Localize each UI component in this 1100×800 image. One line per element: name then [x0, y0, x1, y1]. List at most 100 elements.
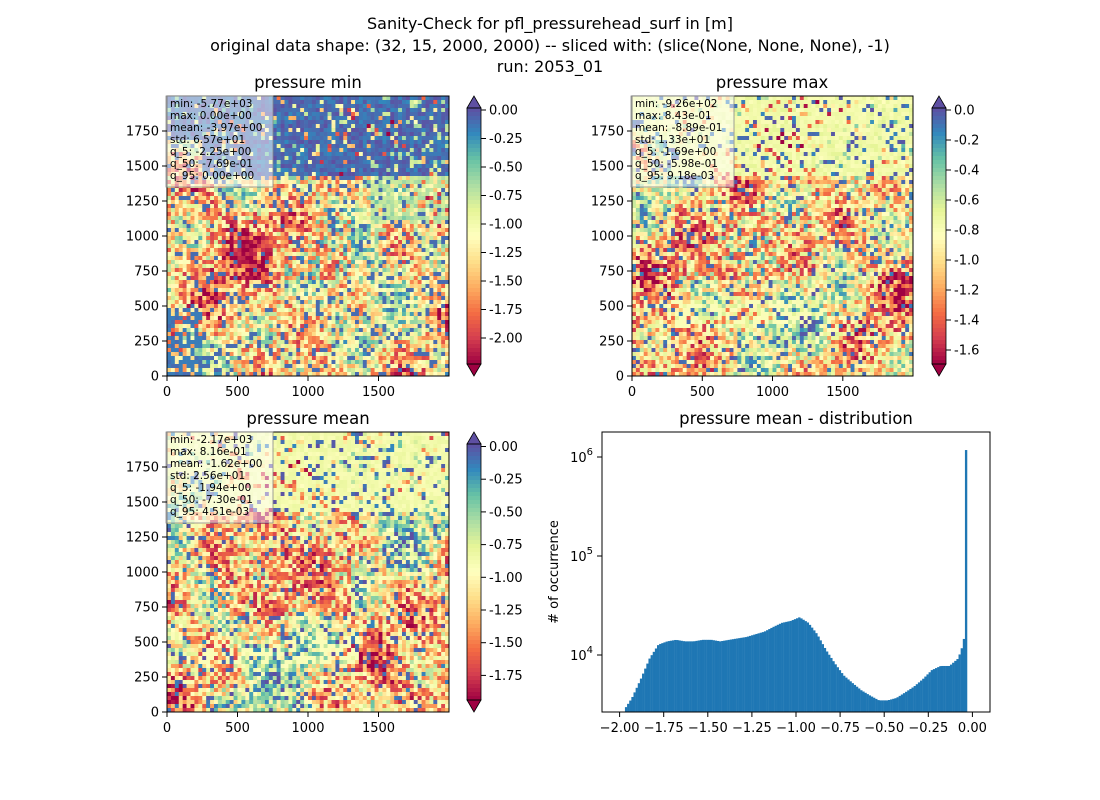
- heatmap-cell: [441, 228, 446, 233]
- heatmap-cell: [433, 200, 438, 205]
- heatmap-cell: [214, 248, 219, 253]
- heatmap-cell: [308, 124, 313, 129]
- heatmap-cell: [394, 144, 399, 149]
- heatmap-cell: [245, 252, 250, 257]
- heatmap-cell: [327, 328, 332, 333]
- heatmap-cell: [441, 124, 446, 129]
- heatmap-cell: [402, 228, 407, 233]
- heatmap-cell: [386, 332, 391, 337]
- heatmap-cell: [323, 116, 328, 121]
- heatmap-cell: [304, 248, 309, 253]
- heatmap-cell: [355, 108, 360, 113]
- heatmap-cell: [390, 156, 395, 161]
- heatmap-cell: [351, 284, 356, 289]
- heatmap-cell: [382, 356, 387, 361]
- heatmap-cell: [304, 332, 309, 337]
- heatmap-cell: [241, 360, 246, 365]
- heatmap-cell: [304, 116, 309, 121]
- heatmap-cell: [210, 356, 215, 361]
- heatmap-cell: [394, 268, 399, 273]
- heatmap-cell: [264, 192, 270, 197]
- heatmap-cell: [351, 308, 356, 313]
- heatmap-cell: [198, 232, 203, 237]
- heatmap-cell: [300, 120, 305, 125]
- heatmap-cell: [249, 300, 254, 305]
- heatmap-cell: [343, 172, 348, 177]
- heatmap-cell: [249, 244, 254, 249]
- heatmap-cell: [225, 228, 230, 233]
- heatmap-cell: [190, 312, 195, 317]
- heatmap-cell: [355, 228, 360, 233]
- heatmap-cell: [382, 336, 387, 341]
- heatmap-cell: [323, 96, 328, 101]
- heatmap-cell: [433, 284, 438, 289]
- heatmap-cell: [315, 248, 321, 253]
- heatmap-cell: [315, 224, 321, 229]
- heatmap-cell: [308, 252, 313, 257]
- heatmap-cell: [441, 348, 446, 353]
- heatmap-cell: [167, 264, 172, 269]
- heatmap-cell: [174, 344, 180, 349]
- heatmap-cell: [308, 136, 313, 141]
- heatmap-cell: [437, 172, 442, 177]
- heatmap-cell: [178, 368, 183, 373]
- heatmap-cell: [308, 148, 313, 153]
- heatmap-cell: [409, 256, 415, 261]
- heatmap-cell: [229, 304, 234, 309]
- heatmap-cell: [398, 248, 403, 253]
- heatmap-cell: [167, 200, 172, 205]
- heatmap-cell: [304, 320, 309, 325]
- heatmap-cell: [249, 352, 254, 357]
- heatmap-cell: [327, 180, 332, 185]
- heatmap-cell: [304, 256, 309, 261]
- heatmap-cell: [413, 252, 418, 257]
- heatmap-cell: [253, 192, 258, 197]
- heatmap-cell: [433, 168, 438, 173]
- heatmap-cell: [167, 344, 172, 349]
- heatmap-cell: [390, 104, 395, 109]
- heatmap-cell: [339, 264, 344, 269]
- heatmap-cell: [288, 292, 293, 297]
- heatmap-cell: [261, 356, 266, 361]
- heatmap-cell: [358, 240, 364, 245]
- heatmap-cell: [190, 264, 195, 269]
- heatmap-cell: [429, 236, 434, 241]
- heatmap-cell: [351, 236, 356, 241]
- heatmap-cell: [315, 172, 321, 177]
- heatmap-cell: [390, 228, 395, 233]
- heatmap-cell: [186, 328, 191, 333]
- heatmap-cell: [284, 328, 289, 333]
- heatmap-cell: [206, 272, 211, 277]
- heatmap-cell: [358, 292, 364, 297]
- heatmap-cell: [378, 256, 383, 261]
- heatmap-cell: [174, 240, 180, 245]
- heatmap-cell: [249, 336, 254, 341]
- heatmap-cell: [276, 148, 281, 153]
- heatmap-cell: [402, 204, 407, 209]
- heatmap-cell: [355, 172, 360, 177]
- heatmap-cell: [445, 272, 449, 277]
- heatmap-cell: [202, 300, 207, 305]
- heatmap-cell: [331, 296, 336, 301]
- heatmap-cell: [272, 240, 277, 245]
- heatmap-cell: [210, 344, 215, 349]
- heatmap-cell: [319, 280, 324, 285]
- heatmap-cell: [374, 356, 379, 361]
- heatmap-cell: [433, 104, 438, 109]
- heatmap-cell: [296, 308, 301, 313]
- heatmap-cell: [343, 348, 348, 353]
- heatmap-cell: [233, 256, 238, 261]
- heatmap-cell: [398, 256, 403, 261]
- heatmap-cell: [296, 280, 301, 285]
- heatmap-cell: [280, 180, 285, 185]
- heatmap-cell: [300, 156, 305, 161]
- heatmap-cell: [429, 280, 434, 285]
- heatmap-cell: [272, 296, 277, 301]
- heatmap-cell: [409, 244, 415, 249]
- heatmap-cell: [276, 160, 281, 165]
- heatmap-cell: [206, 204, 211, 209]
- heatmap-cell: [433, 100, 438, 105]
- heatmap-cell: [261, 188, 266, 193]
- heatmap-cell: [374, 216, 379, 221]
- heatmap-cell: [409, 344, 415, 349]
